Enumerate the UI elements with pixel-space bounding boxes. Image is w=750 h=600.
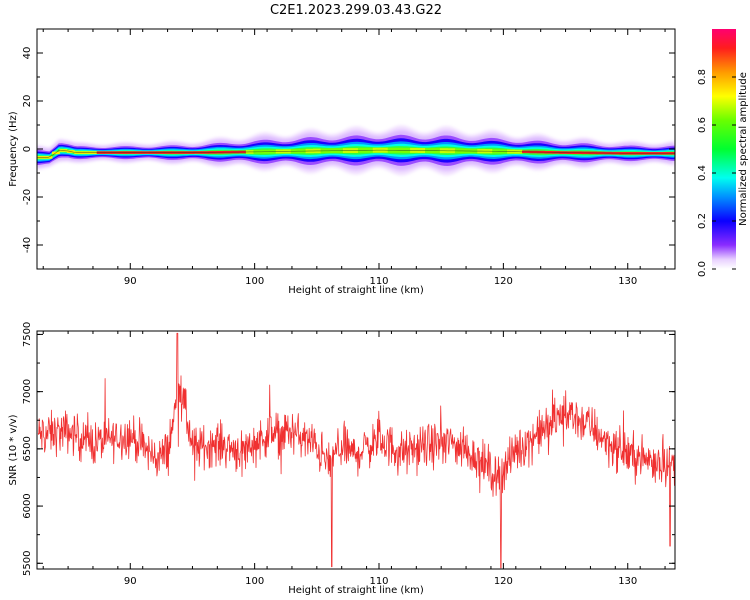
snr-ytick-label: 6500 <box>22 436 33 461</box>
snr-xtick-label: 120 <box>494 576 513 587</box>
snr-xtick-label: 110 <box>369 576 388 587</box>
snr-ytick-label: 6000 <box>22 493 33 518</box>
spectrogram-xtick-label: 120 <box>494 276 513 287</box>
snr-xtick-label: 90 <box>124 576 137 587</box>
spectrogram-ytick-label: -20 <box>22 189 33 205</box>
colorbar-tick-label: 0.4 <box>697 165 708 181</box>
snr-xtick-label: 100 <box>245 576 264 587</box>
spectral-ridge <box>37 125 675 176</box>
snr-ticks: 90 100 110 120 130 7500 7000 6500 6000 5500 <box>22 322 675 587</box>
spectrogram-xtick-label: 130 <box>618 276 637 287</box>
spectrogram-ylabel: Frequency (Hz) <box>8 111 19 187</box>
spectrogram-panel: 90 100 110 120 130 40 20 0 -20 -40 Height of stra… <box>8 28 676 296</box>
figure-title: C2E1.2023.299.03.43.G22 <box>270 3 442 18</box>
snr-panel: 90 100 110 120 130 7500 7000 6500 6000 5500 Heigh… <box>8 322 676 596</box>
spectrogram-ytick-label: 0 <box>22 146 33 152</box>
ridge-center-line <box>37 149 675 158</box>
spectrogram-xtick-label: 90 <box>124 276 137 287</box>
colorbar-label: Normalized spectral amplitude <box>738 72 749 226</box>
snr-ytick-label: 7500 <box>22 322 33 347</box>
spectrogram-ticks: 90 100 110 120 130 40 20 0 -20 -40 <box>22 28 675 287</box>
colorbar-tick-label: 0.8 <box>697 69 708 85</box>
snr-series-line <box>37 332 675 569</box>
spectrogram-xtick-label: 110 <box>369 276 388 287</box>
colorbar-tick-label: 0.6 <box>697 117 708 133</box>
colorbar-tick-label: 0.0 <box>697 261 708 277</box>
snr-xtick-label: 130 <box>618 576 637 587</box>
colorbar-gradient <box>712 29 736 269</box>
spectrogram-xlabel: Height of straight line (km) <box>288 285 424 296</box>
colorbar: 0.0 0.2 0.4 0.6 0.8 Normalized spectral ampl… <box>697 29 749 277</box>
snr-ytick-label: 7000 <box>22 379 33 404</box>
colorbar-tick-label: 0.2 <box>697 213 708 229</box>
snr-ylabel: SNR (10 * v/v) <box>8 414 19 485</box>
spectrogram-frame <box>36 28 676 270</box>
spectrogram-ytick-label: 40 <box>22 47 33 60</box>
spectrogram-ytick-label: 20 <box>22 95 33 108</box>
snr-xlabel: Height of straight line (km) <box>288 585 424 596</box>
spectrogram-xtick-label: 100 <box>245 276 264 287</box>
spectrogram-ytick-label: -40 <box>22 237 33 253</box>
snr-ytick-label: 5500 <box>22 551 33 576</box>
snr-frame <box>36 330 676 570</box>
colorbar-ticks: 0.0 0.2 0.4 0.6 0.8 <box>697 69 736 277</box>
